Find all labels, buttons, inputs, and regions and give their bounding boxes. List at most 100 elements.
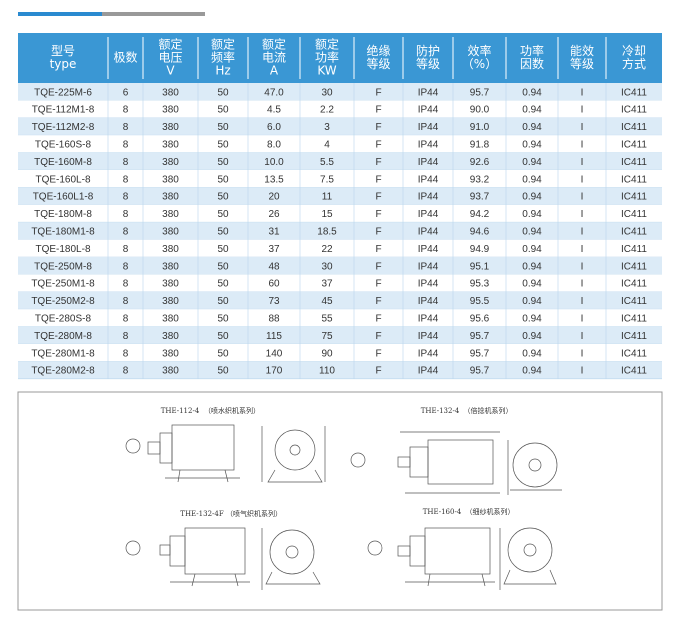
table-cell: 30 (321, 261, 333, 272)
table-cell: 50 (217, 348, 229, 359)
motor-drawing (125, 424, 326, 483)
row-bg (18, 257, 662, 275)
table-cell: F (375, 296, 381, 307)
table-cell: 50 (217, 157, 229, 168)
header-cell: 型号 (51, 44, 75, 58)
table-cell: IC411 (621, 192, 647, 203)
table-cell: 50 (217, 227, 229, 238)
table-cell: 48 (268, 261, 280, 272)
table-cell: 8 (123, 244, 129, 255)
table-cell: 5.5 (320, 157, 334, 168)
table-cell: I (581, 296, 584, 307)
drawing-caption: （喷水织机系列） (204, 406, 260, 415)
row-bg (18, 239, 662, 257)
drawing-caption: （喷气织机系列） (226, 509, 282, 518)
table-cell: IP44 (418, 209, 439, 220)
drawing-model: THE-112-4 (161, 407, 200, 415)
table-cell: TQE-250M-8 (34, 261, 92, 272)
motor-drawing (125, 527, 321, 590)
table-cell: IP44 (418, 314, 439, 325)
table-cell: IC411 (621, 105, 647, 116)
table-cell: I (581, 122, 584, 133)
table-cell: 110 (319, 366, 335, 377)
table-cell: 0.94 (522, 244, 542, 255)
row-bg (18, 344, 662, 362)
table-cell: IC411 (621, 157, 647, 168)
table-cell: IP44 (418, 140, 439, 151)
table-cell: 75 (321, 331, 333, 342)
table-cell: 8.0 (267, 140, 281, 151)
table-cell: F (375, 261, 381, 272)
table-cell: 0.94 (522, 174, 542, 185)
table-cell: I (581, 87, 584, 98)
table-cell: F (375, 331, 381, 342)
table-cell: TQE-225M-6 (34, 87, 92, 98)
table-cell: TQE-160M-8 (34, 157, 92, 168)
table-cell: 22 (321, 244, 333, 255)
table-cell: 0.94 (522, 105, 542, 116)
header-cell: 等级 (366, 57, 390, 71)
table-cell: F (375, 140, 381, 151)
row-bg (18, 187, 662, 205)
table-cell: 50 (217, 331, 229, 342)
header-cell: KW (317, 64, 336, 78)
table-cell: I (581, 314, 584, 325)
table-cell: 380 (162, 192, 179, 203)
table-cell: 37 (268, 244, 280, 255)
table-cell: 94.9 (470, 244, 490, 255)
drawings-panel: THE-112-4 （喷水织机系列） THE-132-4 （倍捻机系列） THE… (17, 391, 663, 611)
table-cell: I (581, 140, 584, 151)
table-cell: 50 (217, 261, 229, 272)
header-cell: 极数 (113, 50, 137, 65)
table-cell: IP44 (418, 244, 439, 255)
table-cell: IC411 (621, 244, 647, 255)
table-cell: IC411 (621, 174, 647, 185)
table-cell: 8 (123, 157, 129, 168)
table-cell: TQE-250M2-8 (31, 296, 95, 307)
table-cell: IC411 (621, 366, 647, 377)
table-cell: I (581, 366, 584, 377)
table-cell: TQE-180M1-8 (31, 227, 95, 238)
table-cell: 93.7 (470, 192, 490, 203)
table-cell: I (581, 105, 584, 116)
table-cell: IP44 (418, 296, 439, 307)
table-cell: TQE-160S-8 (35, 140, 92, 151)
table-cell: 8 (123, 105, 129, 116)
table-cell: 92.6 (470, 157, 490, 168)
table-cell: 95.7 (470, 348, 490, 359)
table-cell: 95.7 (470, 366, 490, 377)
table-cell: 0.94 (522, 209, 542, 220)
table-cell: TQE-180M-8 (34, 209, 92, 220)
table-cell: TQE-280M-8 (34, 331, 92, 342)
table-cell: 380 (162, 209, 179, 220)
table-cell: 31 (268, 227, 280, 238)
header-cell: 额定 (211, 37, 235, 52)
table-cell: TQE-112M1-8 (32, 105, 95, 116)
header-cell: 频率 (211, 50, 235, 65)
table-cell: IC411 (621, 87, 647, 98)
table-cell: 50 (217, 140, 229, 151)
table-cell: I (581, 331, 584, 342)
motor-drawing (350, 431, 562, 495)
header-cell: type (50, 57, 77, 71)
table-cell: 8 (123, 296, 129, 307)
table-cell: 380 (162, 105, 179, 116)
table-cell: 380 (162, 244, 179, 255)
table-cell: IP44 (418, 122, 439, 133)
header-cell: A (270, 64, 279, 78)
table-cell: 90.0 (470, 105, 490, 116)
table-cell: 20 (268, 192, 280, 203)
row-bg (18, 291, 662, 310)
table-cell: 50 (217, 279, 229, 290)
table-cell: IC411 (621, 140, 647, 151)
table-cell: IC411 (621, 331, 647, 342)
table-cell: 8 (123, 279, 129, 290)
table-cell: 45 (321, 296, 333, 307)
table-cell: 8 (123, 174, 129, 185)
table-cell: F (375, 348, 381, 359)
table-cell: F (375, 366, 381, 377)
motor-drawing (367, 527, 557, 590)
table-cell: I (581, 261, 584, 272)
